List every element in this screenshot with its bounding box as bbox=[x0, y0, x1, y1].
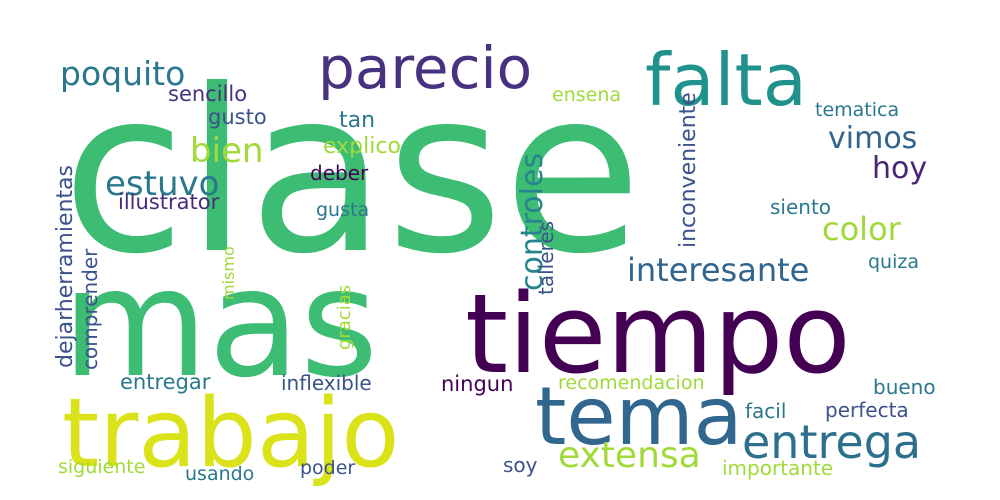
word-perfecta: perfecta bbox=[825, 398, 909, 422]
word-gusta: gusta bbox=[316, 199, 369, 221]
word-usando: usando bbox=[185, 463, 254, 485]
word-trabajo: trabajo bbox=[62, 379, 400, 489]
word-gracias: gracias bbox=[334, 285, 355, 350]
word-poder: poder bbox=[300, 457, 355, 479]
word-deber: deber bbox=[310, 161, 369, 185]
word-interesante: interesante bbox=[627, 251, 809, 289]
word-importante: importante bbox=[722, 456, 833, 480]
word-entrega: entrega bbox=[742, 415, 921, 469]
word-poquito: poquito bbox=[60, 54, 185, 93]
word-soy: soy bbox=[503, 453, 538, 477]
word-comprender: comprender bbox=[78, 248, 102, 370]
word-tiempo: tiempo bbox=[465, 270, 851, 398]
word-falta: falta bbox=[645, 38, 807, 122]
word-dejarherramientas: dejarherramientas bbox=[53, 165, 78, 368]
word-controles: controles bbox=[515, 153, 550, 291]
word-mismo: mismo bbox=[219, 246, 238, 300]
word-illustrator: illustrator bbox=[118, 190, 220, 214]
word-clase: clase bbox=[62, 42, 642, 304]
word-bien: bien bbox=[190, 131, 264, 171]
word-siento: siento bbox=[770, 195, 831, 219]
word-facil: facil bbox=[745, 399, 786, 423]
word-inconveniente: inconveniente bbox=[676, 92, 701, 248]
word-extensa: extensa bbox=[558, 435, 701, 476]
word-estuvo: estuvo bbox=[105, 164, 219, 204]
word-talleres: talleres bbox=[534, 221, 558, 295]
word-quiza: quiza bbox=[868, 251, 919, 273]
word-sencillo: sencillo bbox=[168, 82, 247, 106]
word-mas: mas bbox=[62, 237, 378, 411]
word-ningun: ningun bbox=[441, 372, 513, 396]
word-hoy: hoy bbox=[872, 151, 927, 186]
word-ensena: ensena bbox=[552, 84, 621, 106]
word-tema: tema bbox=[535, 370, 743, 463]
word-bueno: bueno bbox=[873, 375, 936, 399]
word-vimos: vimos bbox=[828, 121, 917, 156]
word-parecio: parecio bbox=[318, 34, 532, 102]
word-tematica: tematica bbox=[815, 99, 899, 121]
word-entregar: entregar bbox=[120, 370, 211, 394]
word-recomendacion: recomendacion bbox=[558, 372, 705, 394]
word-inflexible: inflexible bbox=[281, 371, 372, 395]
word-siguiente: siguiente bbox=[58, 456, 145, 478]
word-tan: tan bbox=[339, 108, 375, 133]
word-explico: explico bbox=[323, 134, 401, 159]
word-gusto: gusto bbox=[208, 105, 267, 129]
word-color: color bbox=[822, 210, 902, 248]
